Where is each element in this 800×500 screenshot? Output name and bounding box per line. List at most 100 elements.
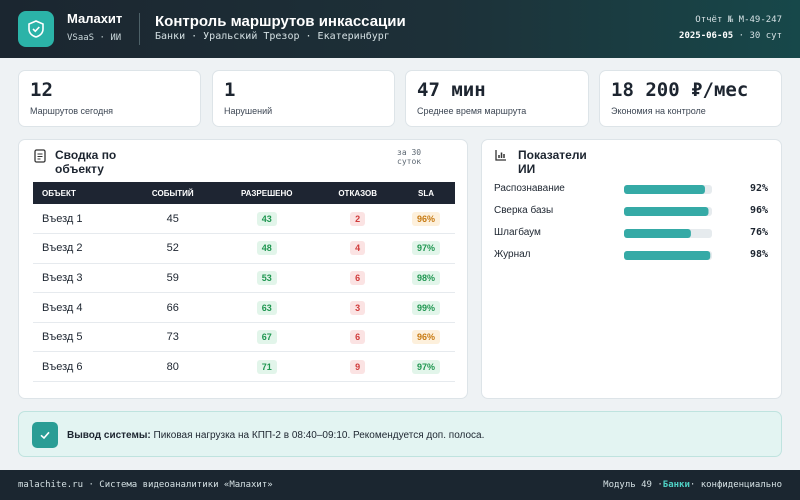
ai-panel: Показатели ИИ	[481, 139, 782, 399]
ai-row: Шлагбаум 76%	[494, 227, 774, 241]
bar	[624, 229, 691, 238]
ai-bar	[624, 207, 712, 216]
table-row: Въезд 6 80 71 9 97%	[33, 351, 455, 383]
badge: 96%	[411, 211, 440, 226]
module: Модуль 49 ·	[603, 480, 663, 490]
date: 2025-06-05	[679, 31, 734, 41]
table-cell: 66	[130, 292, 216, 323]
badge: 9	[350, 359, 366, 374]
badge: 6	[350, 330, 366, 345]
table-cell: Въезд 5	[33, 322, 131, 353]
kpi-label: Экономия на контроле	[611, 106, 706, 116]
badge: 71	[256, 359, 277, 374]
table-row: Въезд 2 52 48 4 97%	[33, 233, 455, 264]
conclusion-body: Пиковая нагрузка на КПП-2 в 08:40–09:10.…	[153, 430, 485, 441]
badge: 3	[350, 300, 366, 315]
badge: 6	[350, 270, 366, 285]
table-cell: Въезд 6	[33, 351, 131, 383]
kpi-label: Маршрутов сегодня	[30, 106, 114, 116]
table-row: Въезд 1 45 43 2 96%	[33, 204, 455, 235]
brand: Малахит	[67, 11, 123, 26]
report-date: 2025-06-05 · 30 сут	[672, 29, 782, 44]
kpi-card: 47 мин Среднее время маршрута	[405, 70, 589, 127]
chart-icon	[495, 150, 506, 161]
panel-period: за 30 суток	[397, 148, 422, 166]
period: · 30 сут	[738, 31, 782, 41]
table-cell: 98%	[396, 263, 455, 294]
table-cell: 48	[215, 233, 319, 264]
badge: 63	[256, 300, 277, 315]
table-cell: 43	[215, 204, 319, 235]
ai-label: Сверка базы	[494, 205, 554, 216]
bar	[624, 185, 705, 194]
conclusion: Вывод системы: Пиковая нагрузка на КПП-2…	[18, 411, 782, 457]
badge: 97%	[411, 359, 440, 374]
table-cell: 6	[318, 322, 397, 353]
separator	[139, 13, 140, 45]
table-cell: 73	[130, 322, 216, 353]
table-cell: 96%	[396, 322, 455, 353]
column-header: SLA	[396, 182, 455, 204]
kpi-value: 12	[30, 79, 53, 101]
conclusion-text: Вывод системы: Пиковая нагрузка на КПП-2…	[67, 429, 487, 442]
note: конфиденциально	[700, 480, 782, 490]
ai-value: 76%	[749, 227, 768, 238]
ai-value: 98%	[749, 249, 768, 260]
column-header: РАЗРЕШЕНО	[215, 182, 319, 204]
table-cell: 96%	[396, 204, 455, 235]
ai-row: Распознавание 92%	[494, 183, 774, 197]
kpi-card: 1 Нарушений	[212, 70, 395, 127]
doc-icon	[34, 149, 46, 163]
table-cell: 6	[318, 263, 397, 294]
column-header: ОБЪЕКТ	[33, 182, 131, 204]
table-row: Въезд 3 59 53 6 98%	[33, 263, 455, 294]
ai-row: Сверка базы 96%	[494, 205, 774, 219]
check-icon	[32, 422, 58, 448]
ai-bar	[624, 229, 712, 238]
brand-sub: VSaaS · ИИ	[67, 33, 122, 43]
table-cell: 71	[215, 351, 319, 383]
table-cell: 67	[215, 322, 319, 353]
kpi-card: 12 Маршрутов сегодня	[18, 70, 201, 127]
badge: 97%	[411, 241, 440, 256]
kpi-label: Среднее время маршрута	[417, 106, 527, 116]
report-number: Отчёт № М-49-247	[695, 15, 782, 25]
bar	[624, 207, 709, 216]
table-cell: Въезд 1	[33, 204, 131, 235]
badge: 4	[350, 241, 366, 256]
table-cell: Въезд 4	[33, 292, 131, 323]
column-header: СОБЫТИЙ	[130, 182, 216, 204]
table-cell: 4	[318, 233, 397, 264]
title: Контроль маршрутов инкассации	[155, 13, 406, 30]
kpi-label: Нарушений	[224, 106, 273, 116]
bar	[624, 251, 711, 260]
badge: 98%	[411, 270, 440, 285]
footer-left: malachite.ru · Система видеоаналитики «М…	[18, 480, 273, 490]
ai-label: Шлагбаум	[494, 227, 541, 238]
table-cell: 9	[318, 351, 397, 383]
table-cell: 2	[318, 204, 397, 235]
footer-right: Модуль 49 ·Банки· конфиденциально	[603, 480, 782, 490]
table-cell: Въезд 3	[33, 263, 131, 294]
table-cell: 59	[130, 263, 216, 294]
ai-value: 96%	[749, 205, 768, 216]
table-cell: 3	[318, 292, 397, 323]
badge: 96%	[411, 330, 440, 345]
badge: 67	[256, 330, 277, 345]
ai-bar	[624, 251, 712, 260]
badge: 2	[350, 211, 366, 226]
badge: 53	[256, 270, 277, 285]
kpi-value: 47 мин	[417, 79, 486, 101]
table-cell: Въезд 2	[33, 233, 131, 264]
logo	[18, 11, 54, 47]
ai-label: Журнал	[494, 249, 531, 260]
ai-row: Журнал 98%	[494, 249, 774, 263]
badge: 48	[256, 241, 277, 256]
table-cell: 97%	[396, 233, 455, 264]
kpi-card: 18 200 ₽/мес Экономия на контроле	[599, 70, 782, 127]
table-cell: 53	[215, 263, 319, 294]
kpi-value: 1	[224, 79, 236, 101]
table-cell: 99%	[396, 292, 455, 323]
